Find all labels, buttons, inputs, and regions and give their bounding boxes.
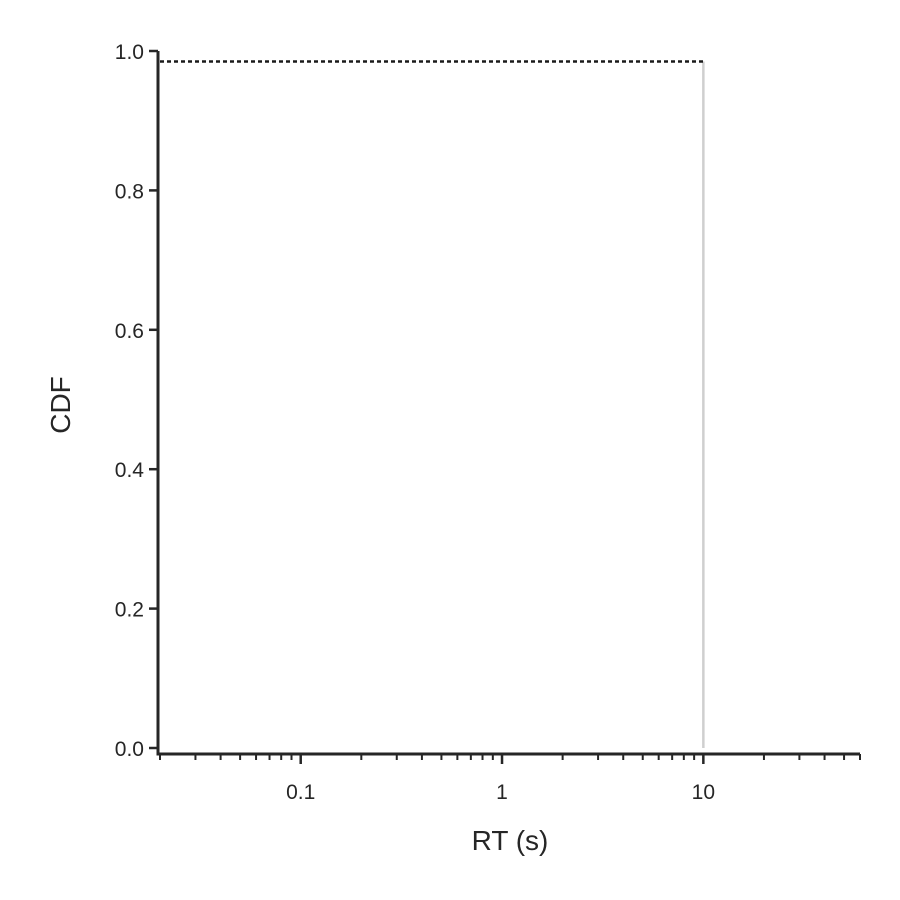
y-tick-label: 0.4	[115, 459, 145, 482]
ticks: 0.0 0.2 0.4 0.6 0.8 1.0 0.1 1 10	[115, 41, 861, 804]
y-tick-label: 0.2	[115, 599, 144, 622]
plot-area	[160, 60, 705, 748]
y-tick-label: 0.0	[115, 738, 144, 761]
y-tick-label: 0.8	[115, 180, 144, 203]
axes	[156, 51, 860, 756]
x-axis-label: RT (s)	[472, 825, 549, 856]
y-axis-label: CDF	[45, 376, 76, 434]
x-tick-label: 0.1	[286, 781, 315, 804]
x-tick-label: 10	[692, 781, 715, 804]
y-tick-label: 1.0	[115, 41, 144, 64]
x-tick-label: 1	[496, 781, 508, 804]
y-tick-label: 0.6	[115, 320, 144, 343]
